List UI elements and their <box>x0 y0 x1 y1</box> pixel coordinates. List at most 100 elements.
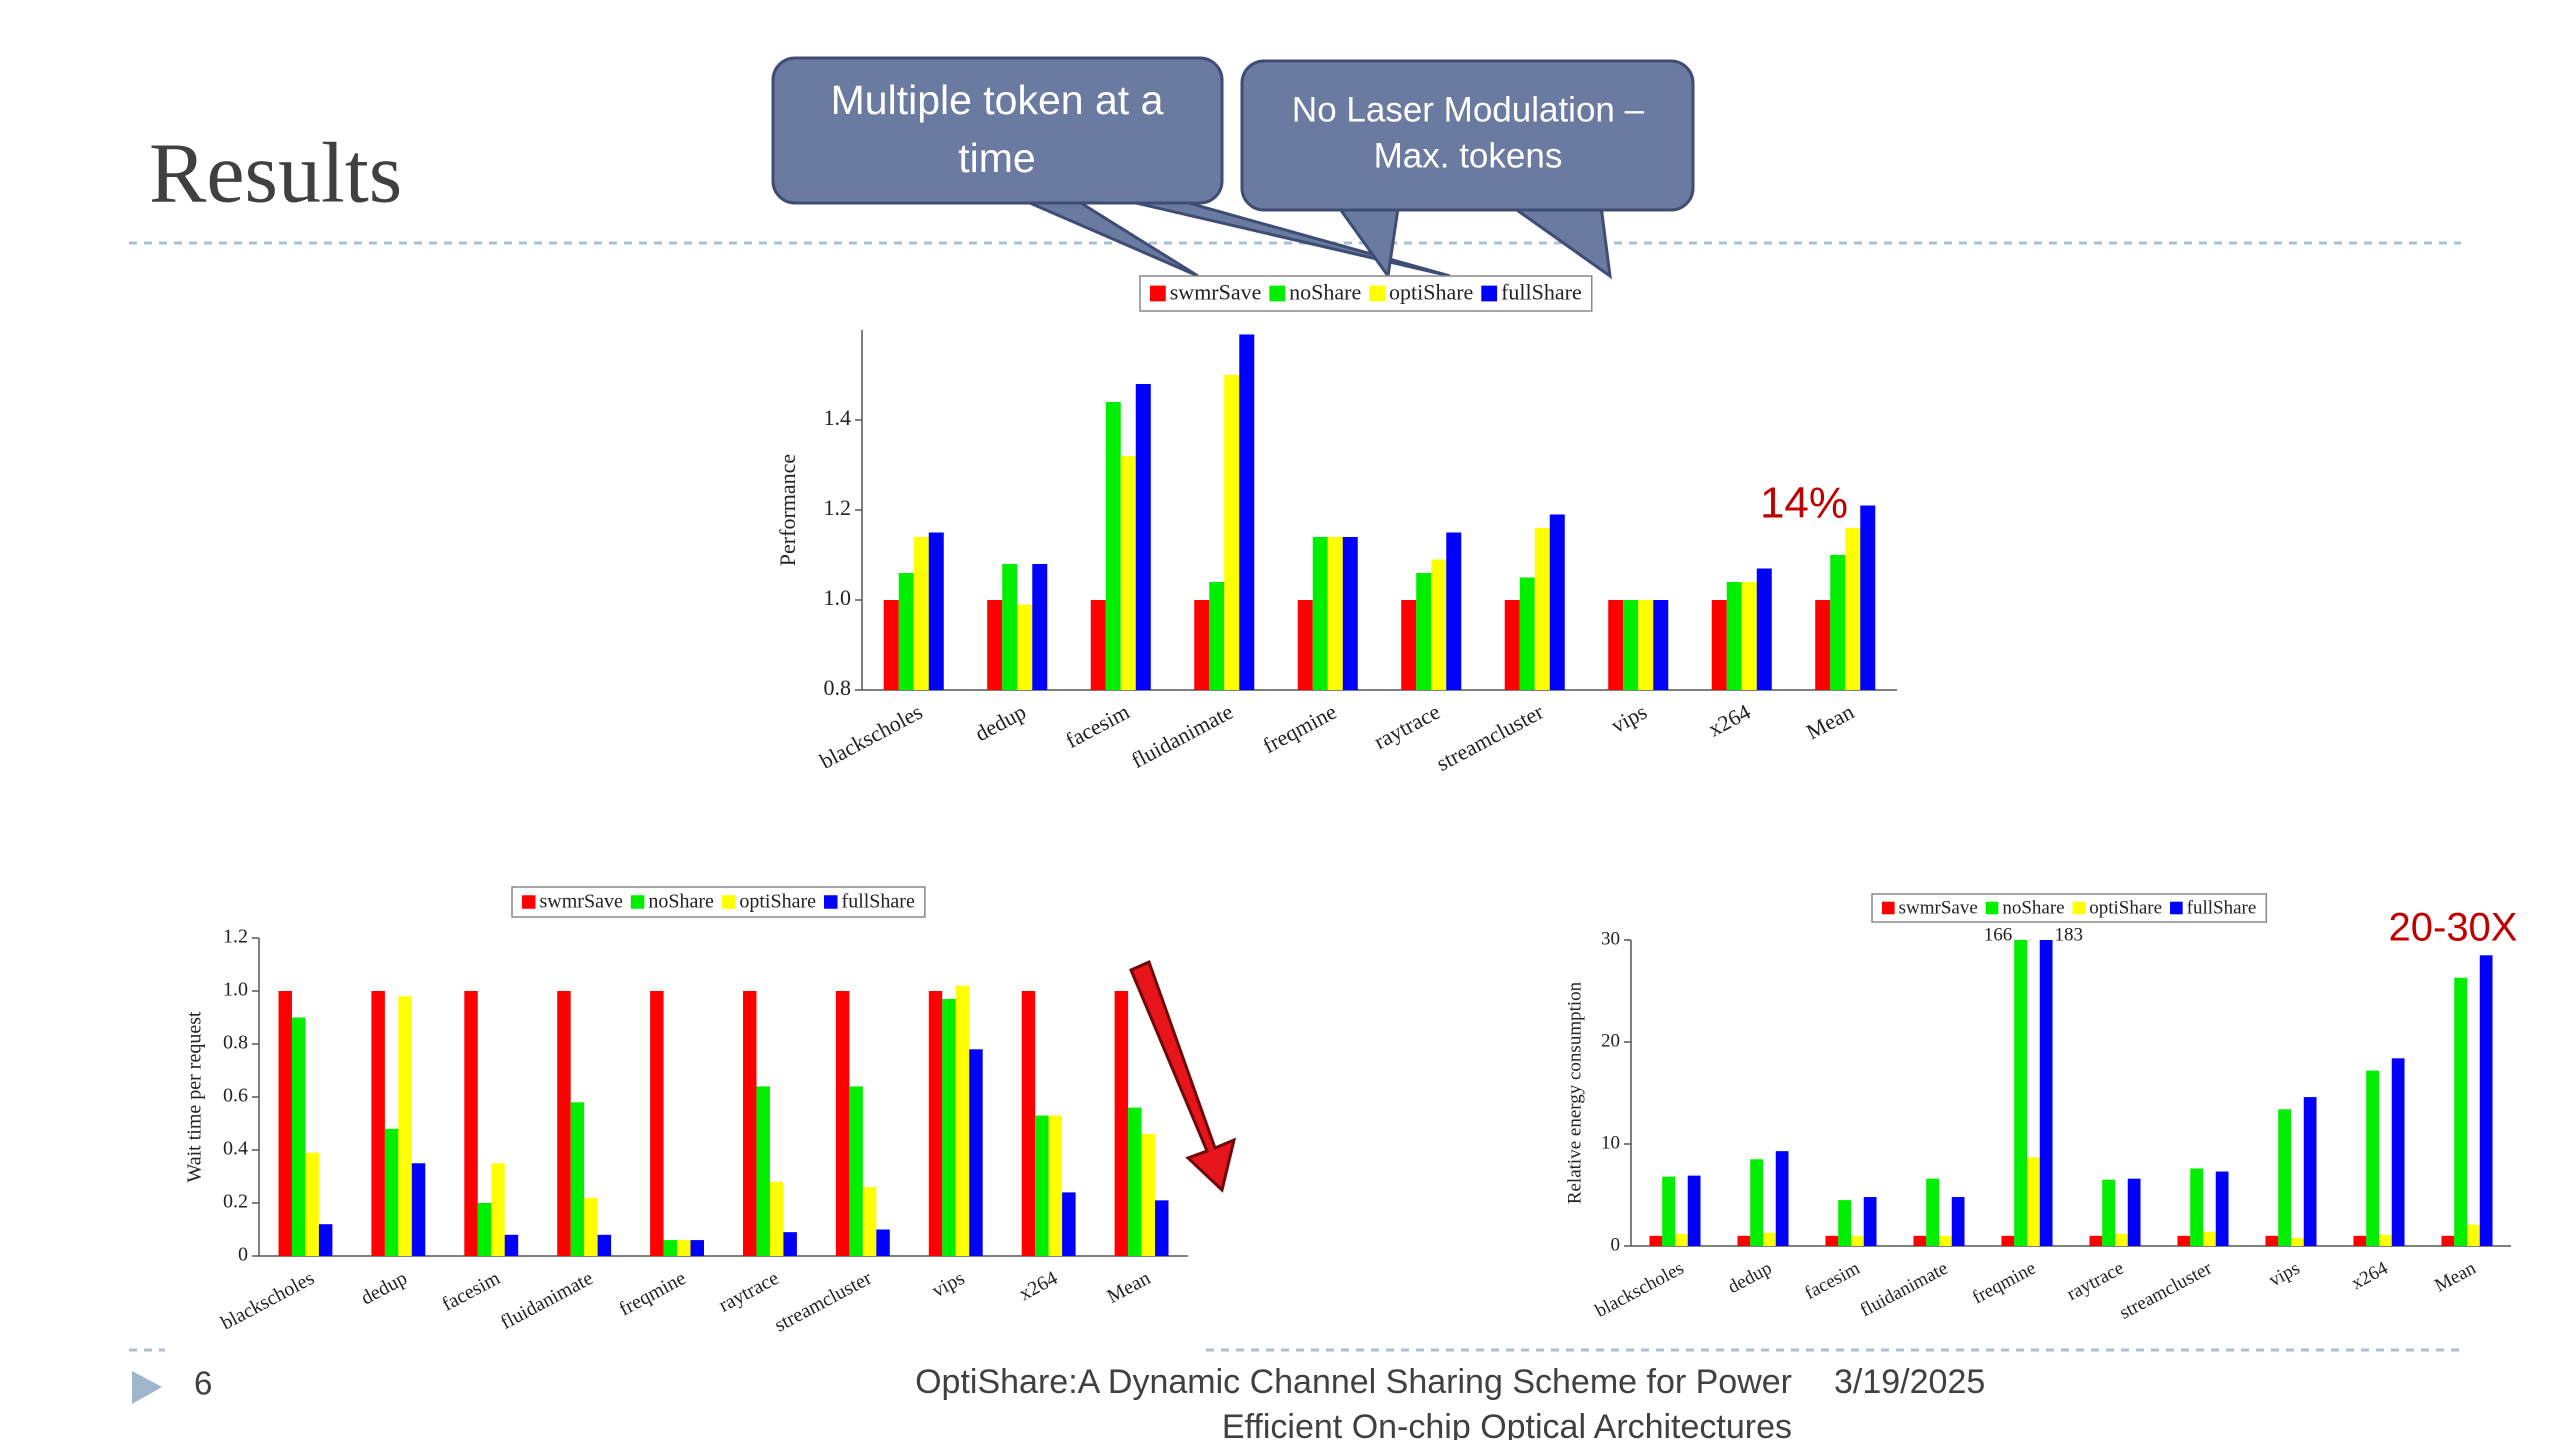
bars <box>883 334 1876 690</box>
bar <box>1032 564 1048 690</box>
bar <box>2027 1157 2040 1246</box>
x-tick-label: streamcluster <box>771 1267 876 1337</box>
bar <box>928 991 943 1256</box>
callout-text: Multiple token at a <box>831 77 1164 123</box>
legend-swatch <box>2170 901 2183 915</box>
callout-box <box>771 56 1224 205</box>
callout-box <box>1240 59 1695 212</box>
legend-label: noShare <box>2002 897 2064 918</box>
bar <box>504 1234 519 1256</box>
bar <box>1951 1197 1965 1246</box>
y-tick-label: 0.8 <box>223 1032 248 1054</box>
bar <box>677 1240 691 1256</box>
annotation: 20-30X <box>2389 906 2518 950</box>
x-tick-label: Mean <box>1802 699 1858 745</box>
legend-label: optiShare <box>1389 280 1473 305</box>
bar <box>2303 1097 2317 1246</box>
bar <box>1838 1200 1851 1246</box>
bar <box>1653 600 1669 690</box>
y-tick-label: 10 <box>1601 1132 1620 1153</box>
bar <box>969 1049 983 1256</box>
x-tick-label: x264 <box>1704 699 1755 742</box>
bar <box>663 1240 678 1256</box>
bar <box>1913 1235 1927 1246</box>
bar <box>1114 991 1129 1256</box>
footer-marker <box>132 1371 162 1404</box>
x-tick-label: dedup <box>1725 1258 1776 1298</box>
footer-date: 3/19/2025 <box>1834 1363 1985 1401</box>
bar <box>2379 1234 2392 1246</box>
bars <box>278 985 1169 1256</box>
callout-text: Max. tokens <box>1374 136 1563 175</box>
bar <box>278 991 292 1256</box>
legend-label: optiShare <box>739 891 816 913</box>
bar <box>1416 573 1432 690</box>
bar <box>2177 1235 2191 1246</box>
chart: 0 0.2 0.4 0.6 0.8 1.0 1.2 Wait time per request… <box>184 886 1188 1337</box>
bar <box>1401 600 1417 690</box>
bar <box>2001 1235 2015 1246</box>
bar <box>1534 528 1550 690</box>
legend: swmrSave noShare optiShare fullShare <box>1871 893 2268 923</box>
legend: swmrSave noShare optiShare fullShare <box>1139 275 1593 312</box>
bar <box>384 1128 399 1256</box>
bar <box>1312 537 1328 690</box>
legend-label: fullShare <box>2187 897 2257 918</box>
y-tick-label: 30 <box>1601 928 1620 949</box>
bar <box>2190 1168 2203 1246</box>
callout-text: No Laser Modulation – <box>1292 90 1645 129</box>
y-tick-label: 1.0 <box>824 585 852 610</box>
bar <box>318 1224 333 1256</box>
bar <box>898 573 914 690</box>
bar <box>464 991 478 1256</box>
bar <box>1623 600 1639 690</box>
legend-label: swmrSave <box>1170 280 1262 305</box>
bar <box>1608 600 1624 690</box>
legend-swatch <box>1150 285 1166 302</box>
bar <box>1711 600 1727 690</box>
page-number: 6 <box>194 1365 212 1402</box>
bar <box>743 991 757 1256</box>
x-tick-label: streamcluster <box>1432 698 1548 775</box>
x-tick-label: fluidanimate <box>1127 699 1237 773</box>
bar <box>1926 1178 1939 1246</box>
x-tick-label: x264 <box>2348 1257 2392 1294</box>
bar <box>1939 1235 1952 1246</box>
bar <box>1726 582 1742 690</box>
bar <box>2215 1171 2229 1246</box>
x-tick-label: x264 <box>1016 1267 1062 1305</box>
bar <box>557 991 571 1256</box>
x-tick-label: dedup <box>357 1267 410 1309</box>
bar <box>2102 1179 2115 1246</box>
bar <box>1830 555 1846 690</box>
bar <box>2467 1224 2480 1246</box>
bar <box>1825 1235 1839 1246</box>
bar <box>1062 1192 1076 1256</box>
x-tick-label: fluidanimate <box>1857 1258 1952 1322</box>
bar <box>1090 600 1106 690</box>
y-tick-label: 0.2 <box>223 1191 248 1213</box>
bar <box>1209 582 1225 690</box>
y-axis-label: Wait time per request <box>184 1011 206 1183</box>
legend-swatch <box>522 895 536 909</box>
x-tick-label: blackscholes <box>815 699 926 774</box>
bar <box>756 1086 770 1256</box>
x-tick-label: blackscholes <box>217 1267 318 1335</box>
bar <box>1860 505 1876 690</box>
y-tick-label: 20 <box>1601 1030 1620 1051</box>
bar <box>1863 1197 1877 1246</box>
legend: swmrSave noShare optiShare fullShare <box>511 886 926 918</box>
bar <box>1638 600 1654 690</box>
bar <box>2479 955 2493 1246</box>
bar <box>1845 528 1861 690</box>
bar <box>1017 604 1033 690</box>
bar <box>1120 456 1136 690</box>
x-tick-label: blackscholes <box>1592 1258 1688 1322</box>
bar <box>1048 1115 1063 1256</box>
bar <box>1675 1233 1688 1246</box>
bar <box>584 1197 598 1256</box>
bar <box>597 1234 612 1256</box>
y-tick-label: 0.6 <box>223 1085 248 1107</box>
bar <box>2353 1235 2367 1246</box>
legend-label: fullShare <box>1501 280 1582 305</box>
